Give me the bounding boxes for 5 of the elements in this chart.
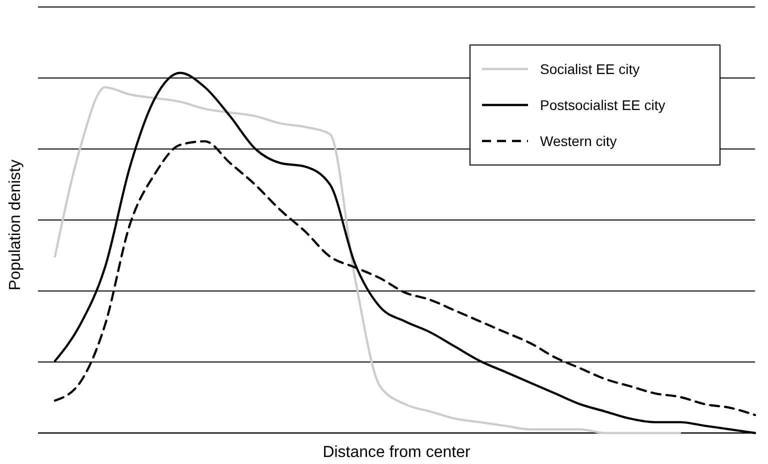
- y-axis-title: Population denisty: [7, 160, 24, 290]
- x-axis-title: Distance from center: [322, 444, 471, 461]
- legend-label: Western city: [540, 133, 617, 149]
- legend-label: Socialist EE city: [540, 61, 640, 77]
- legend-label: Postsocialist EE city: [540, 97, 666, 113]
